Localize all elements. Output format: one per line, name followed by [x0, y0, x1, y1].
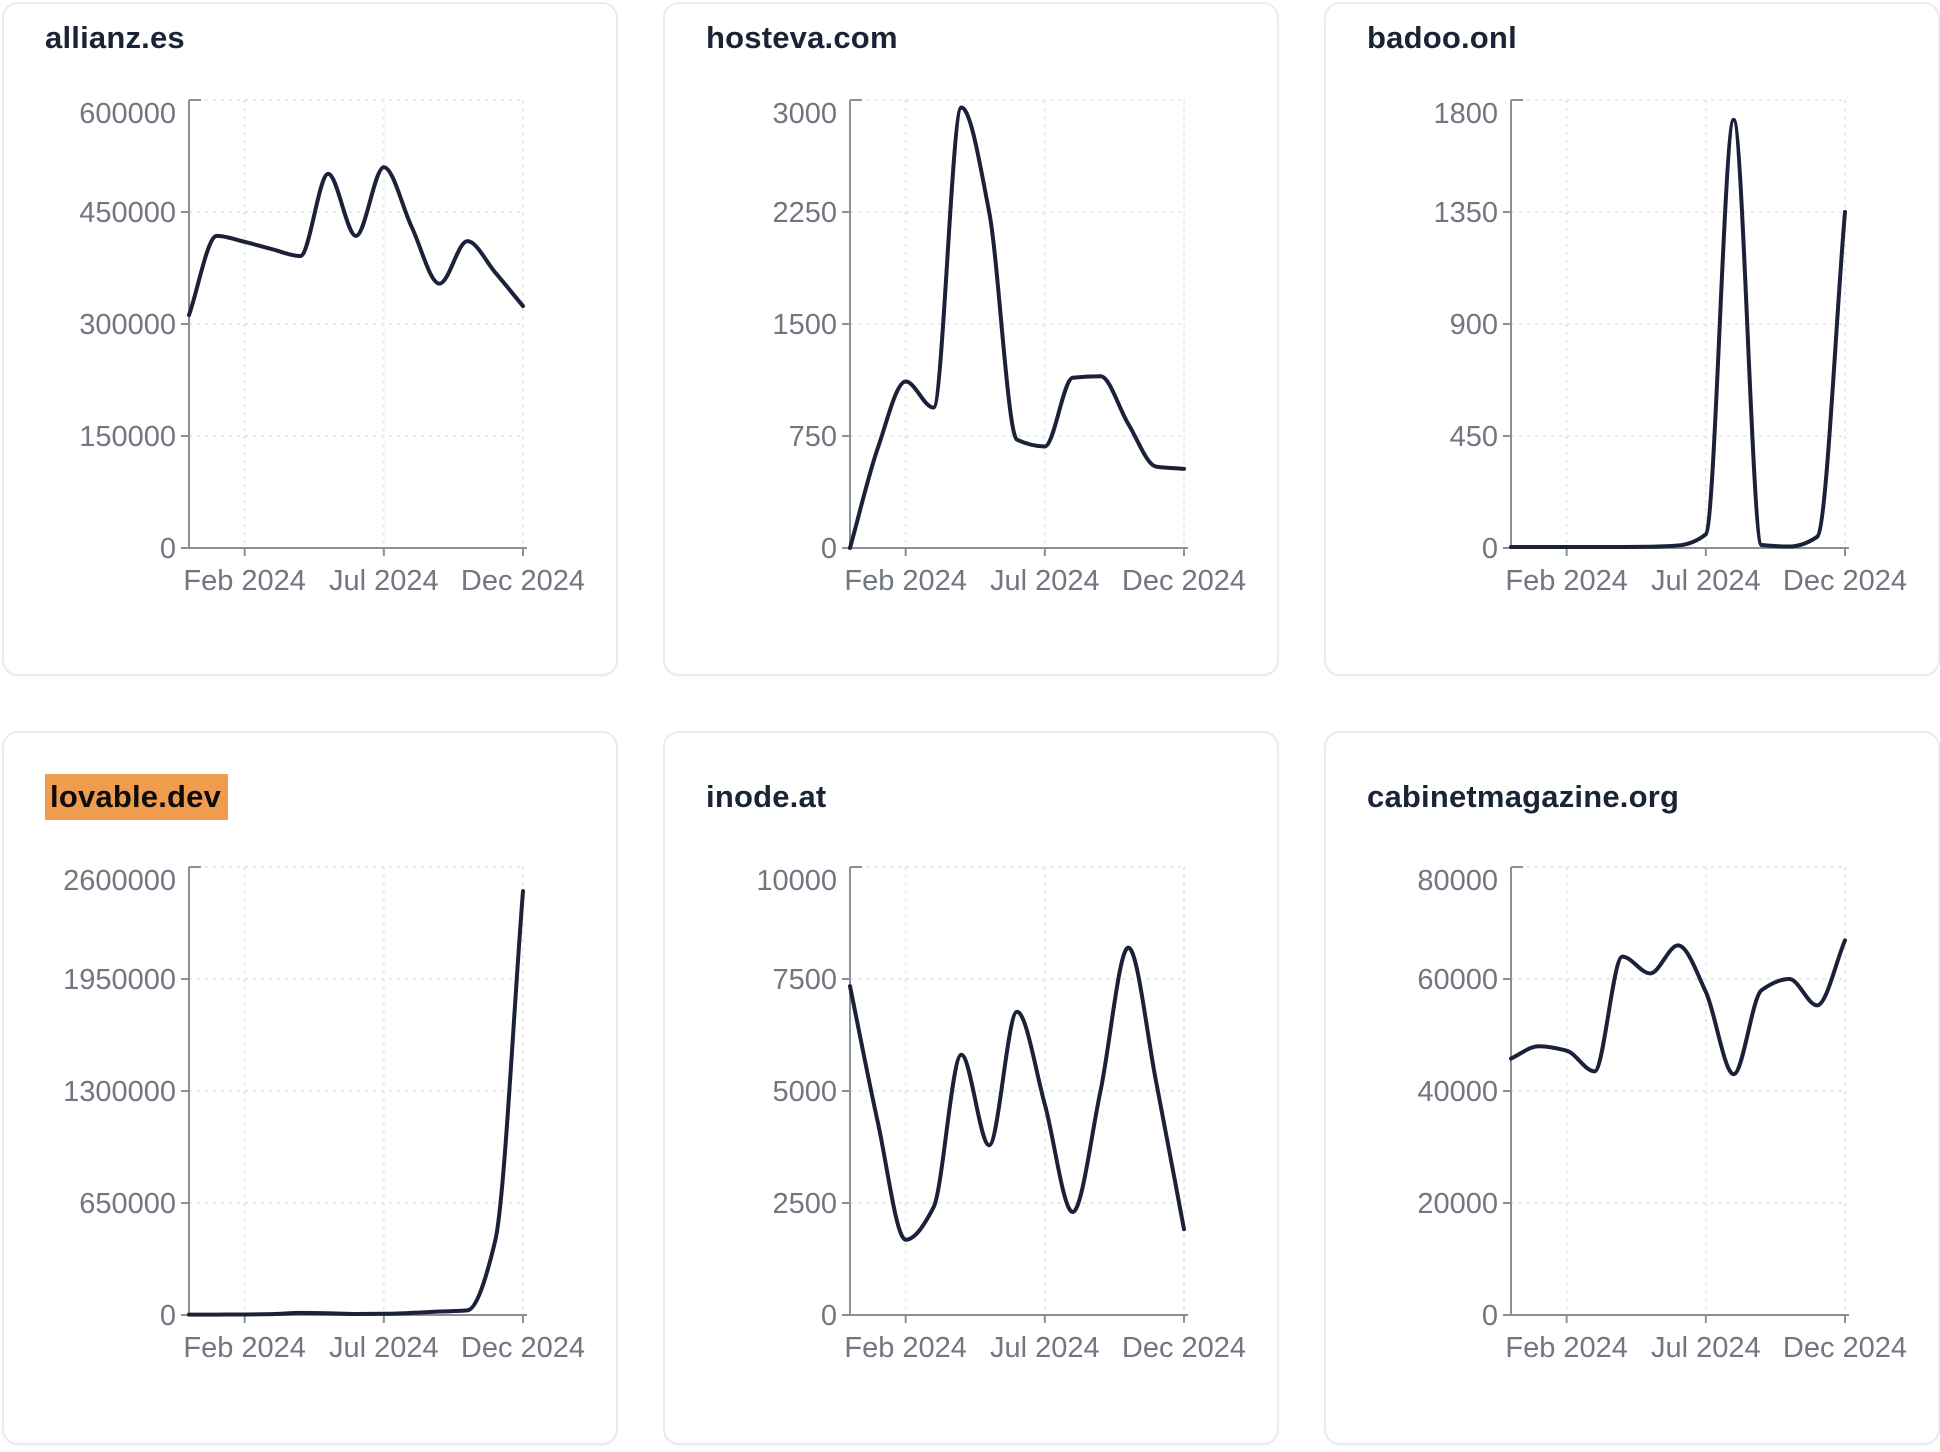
y-tick-label: 1300000	[63, 1076, 176, 1108]
y-tick-label: 2500	[772, 1188, 837, 1220]
x-tick-label: Jul 2024	[329, 565, 439, 597]
site-card-badoo: badoo.onl 1800 1350 900 450 0 Feb 2024 Jul 202…	[1324, 2, 1940, 676]
site-title: badoo.onl	[1367, 20, 1517, 55]
site-title: cabinetmagazine.org	[1367, 779, 1680, 814]
traffic-series-line	[1509, 117, 1847, 549]
y-tick-label: 1800	[1433, 98, 1498, 130]
card-title-row: inode.at	[706, 779, 1277, 815]
y-tick-label: 7500	[772, 964, 837, 996]
y-tick-label: 300000	[79, 309, 176, 341]
x-tick-label: Feb 2024	[183, 1332, 306, 1364]
y-tick-label: 150000	[79, 421, 176, 453]
y-tick-label: 0	[821, 1300, 837, 1332]
site-card-lovable: lovable.dev 2600000 1950000 1300000 650000 0…	[2, 731, 618, 1445]
y-tick-label: 3000	[772, 98, 837, 130]
x-tick-label: Dec 2024	[1783, 565, 1907, 597]
y-tick-label: 5000	[772, 1076, 837, 1108]
site-card-inode: inode.at 10000 7500 5000 2500 0 Feb 2024 Jul 2…	[663, 731, 1279, 1445]
y-tick-label: 80000	[1417, 865, 1498, 897]
x-tick-label: Jul 2024	[1651, 565, 1761, 597]
y-tick-label: 10000	[756, 865, 837, 897]
traffic-series-line	[187, 888, 525, 1317]
y-tick-label: 900	[1450, 309, 1498, 341]
site-card-hosteva: hosteva.com 3000 2250 1500 750 0 Feb 2024 Jul …	[663, 2, 1279, 676]
x-tick-label: Feb 2024	[844, 565, 967, 597]
site-title: allianz.es	[45, 20, 185, 55]
y-tick-label: 0	[1482, 1300, 1498, 1332]
site-title: inode.at	[706, 779, 827, 814]
y-tick-label: 20000	[1417, 1188, 1498, 1220]
traffic-series-line	[1509, 938, 1847, 1076]
y-tick-label: 1350	[1433, 197, 1498, 229]
y-tick-label: 0	[1482, 533, 1498, 565]
site-card-cabinetmagazine: cabinetmagazine.org 80000 60000 40000 20000…	[1324, 731, 1940, 1445]
y-tick-label: 60000	[1417, 964, 1498, 996]
x-tick-label: Dec 2024	[1122, 1332, 1246, 1364]
y-tick-label: 1950000	[63, 964, 176, 996]
x-tick-label: Feb 2024	[844, 1332, 967, 1364]
card-title-row: lovable.dev	[45, 774, 616, 820]
y-tick-label: 450	[1450, 421, 1498, 453]
x-tick-label: Feb 2024	[1505, 565, 1628, 597]
x-tick-label: Jul 2024	[1651, 1332, 1761, 1364]
site-card-allianz: allianz.es 600000 450000 300000 150000 0 Feb …	[2, 2, 618, 676]
traffic-series-line	[848, 945, 1186, 1242]
y-tick-label: 1500	[772, 309, 837, 341]
y-tick-label: 0	[821, 533, 837, 565]
x-tick-label: Jul 2024	[329, 1332, 439, 1364]
site-title-highlighted: lovable.dev	[45, 774, 229, 820]
x-tick-label: Dec 2024	[461, 565, 585, 597]
x-tick-label: Dec 2024	[1122, 565, 1246, 597]
site-title: hosteva.com	[706, 20, 898, 55]
x-tick-label: Jul 2024	[990, 565, 1100, 597]
x-tick-label: Feb 2024	[1505, 1332, 1628, 1364]
x-tick-label: Jul 2024	[990, 1332, 1100, 1364]
y-tick-label: 600000	[79, 98, 176, 130]
y-tick-label: 2600000	[63, 865, 176, 897]
y-tick-label: 2250	[772, 197, 837, 229]
x-tick-label: Dec 2024	[1783, 1332, 1907, 1364]
traffic-series-line	[187, 164, 525, 317]
y-tick-label: 650000	[79, 1188, 176, 1220]
y-tick-label: 0	[160, 533, 176, 565]
y-tick-label: 750	[789, 421, 837, 453]
card-title-row: allianz.es	[45, 20, 616, 56]
traffic-series-line	[848, 105, 1186, 550]
y-tick-label: 40000	[1417, 1076, 1498, 1108]
x-tick-label: Feb 2024	[183, 565, 306, 597]
card-title-row: cabinetmagazine.org	[1367, 779, 1938, 815]
card-title-row: badoo.onl	[1367, 20, 1938, 56]
x-tick-label: Dec 2024	[461, 1332, 585, 1364]
card-title-row: hosteva.com	[706, 20, 1277, 56]
y-tick-label: 0	[160, 1300, 176, 1332]
y-tick-label: 450000	[79, 197, 176, 229]
